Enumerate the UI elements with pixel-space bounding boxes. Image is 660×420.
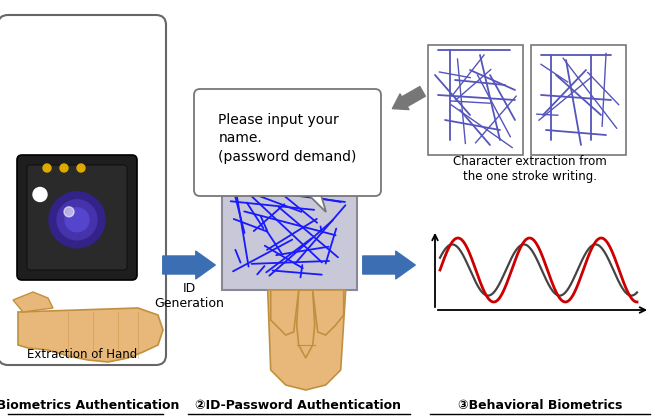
FancyArrowPatch shape [163,251,215,279]
Polygon shape [271,290,344,335]
FancyBboxPatch shape [194,89,381,196]
Polygon shape [297,290,315,358]
Circle shape [64,207,74,217]
Circle shape [49,192,105,248]
FancyBboxPatch shape [27,165,127,270]
Text: ③Behavioral Biometrics: ③Behavioral Biometrics [458,399,622,412]
Text: ID
Generation: ID Generation [154,282,224,310]
Circle shape [33,187,47,202]
Circle shape [60,164,68,172]
Text: ②ID-Password Authentication: ②ID-Password Authentication [195,399,401,412]
Circle shape [65,208,89,232]
Circle shape [43,164,51,172]
FancyBboxPatch shape [0,15,166,365]
FancyArrowPatch shape [363,251,415,279]
FancyBboxPatch shape [222,175,357,290]
FancyBboxPatch shape [17,155,137,280]
Polygon shape [268,290,346,390]
Polygon shape [302,188,326,212]
Text: Extraction of Hand: Extraction of Hand [27,348,137,361]
FancyBboxPatch shape [428,45,523,155]
FancyArrowPatch shape [393,87,425,110]
Circle shape [57,200,97,240]
Text: ①Biometrics Authentication: ①Biometrics Authentication [0,399,180,412]
FancyBboxPatch shape [531,45,626,155]
Polygon shape [13,292,53,312]
Circle shape [77,164,85,172]
Polygon shape [18,308,163,362]
Text: Character extraction from
the one stroke writing.: Character extraction from the one stroke… [453,155,607,183]
Text: Please input your
name.
(password demand): Please input your name. (password demand… [218,113,356,164]
